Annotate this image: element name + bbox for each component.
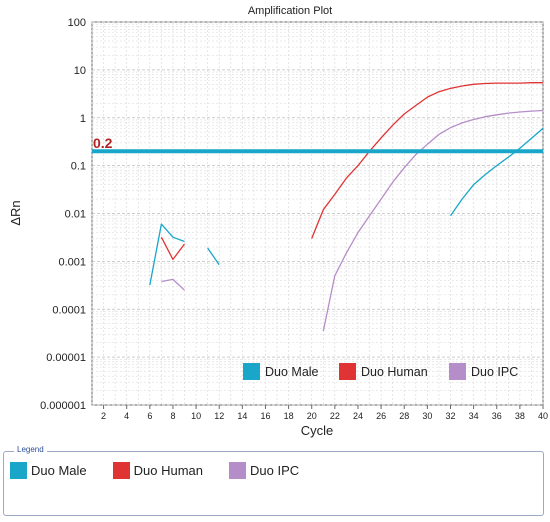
x-tick-label: 24: [353, 411, 363, 421]
legend-panel: Legend Duo Male Duo Human Duo IPC: [3, 445, 544, 516]
x-axis-ticks: 2 4 6 8 10 12 14 16 18 20 22 24 26 28 30 32 34 36 38 40: [101, 405, 548, 421]
x-tick-label: 18: [284, 411, 294, 421]
x-tick-label: 32: [445, 411, 455, 421]
x-tick-label: 22: [330, 411, 340, 421]
legend-label-duo-human: Duo Human: [133, 463, 204, 478]
y-tick-label: 0.00001: [46, 352, 86, 364]
amplification-plot: Amplification Plot 0.000001 0.00001 0.0001…: [8, 5, 548, 438]
legend-item-duo-ipc[interactable]: Duo IPC: [229, 462, 299, 479]
legend-swatch-duo-male: [10, 462, 27, 479]
y-axis-ticks: 0.000001 0.00001 0.0001 0.001 0.01 0.1 1 10 100: [40, 17, 86, 412]
x-tick-label: 34: [469, 411, 479, 421]
chart-title: Amplification Plot: [248, 5, 332, 17]
x-tick-label: 2: [101, 411, 106, 421]
x-axis-label: Cycle: [301, 423, 334, 438]
x-tick-label: 20: [307, 411, 317, 421]
x-tick-label: 4: [124, 411, 129, 421]
y-tick-label: 10: [74, 65, 86, 77]
inplot-legend-swatch-duo-male: [243, 363, 260, 380]
x-tick-label: 8: [170, 411, 175, 421]
inplot-legend-swatch-duo-ipc: [449, 363, 466, 380]
x-tick-label: 12: [214, 411, 224, 421]
x-tick-label: 16: [260, 411, 270, 421]
series-line-duo-ipc: [322, 109, 544, 332]
major-grid: [92, 21, 543, 406]
x-tick-label: 28: [399, 411, 409, 421]
x-tick-label: 30: [422, 411, 432, 421]
y-axis-label: ΔRn: [8, 200, 23, 225]
series-line-duo-male: [149, 223, 185, 286]
legend-item-duo-male[interactable]: Duo Male: [10, 462, 87, 479]
series-line-duo-male: [207, 247, 220, 266]
y-tick-label: 100: [68, 17, 86, 29]
x-tick-label: 40: [538, 411, 548, 421]
y-tick-label: 0.0001: [52, 304, 86, 316]
y-tick-label: 1: [80, 113, 86, 125]
inplot-legend-label-duo-human: Duo Human: [361, 365, 428, 379]
series-line-duo-human: [160, 236, 186, 261]
y-tick-label: 0.001: [58, 256, 86, 268]
legend-swatch-duo-human: [112, 462, 130, 479]
legend-panel-title: Legend: [14, 445, 47, 454]
x-tick-label: 38: [515, 411, 525, 421]
x-tick-label: 6: [147, 411, 152, 421]
series-line-duo-ipc: [161, 278, 185, 291]
y-tick-label: 0.01: [65, 209, 86, 221]
series-line-duo-human: [311, 82, 543, 239]
inplot-legend-swatch-duo-human: [339, 363, 356, 380]
legend-label-duo-male: Duo Male: [31, 463, 87, 478]
x-tick-label: 14: [237, 411, 247, 421]
series-line-duo-male: [449, 127, 544, 217]
inplot-legend-label-duo-male: Duo Male: [265, 365, 319, 379]
x-tick-label: 26: [376, 411, 386, 421]
y-tick-label: 0.000001: [40, 400, 86, 412]
x-tick-label: 36: [492, 411, 502, 421]
legend-panel-items: Duo Male Duo Human Duo IPC: [10, 462, 325, 479]
y-tick-label: 0.1: [71, 161, 86, 173]
series-layer: [149, 82, 544, 332]
legend-swatch-duo-ipc: [229, 462, 247, 479]
x-tick-label: 10: [191, 411, 201, 421]
legend-label-duo-ipc: Duo IPC: [250, 463, 300, 478]
threshold-label: 0.2: [93, 135, 113, 151]
inplot-legend: Duo Male Duo Human Duo IPC: [243, 363, 518, 380]
inplot-legend-label-duo-ipc: Duo IPC: [471, 365, 518, 379]
legend-item-duo-human[interactable]: Duo Human: [112, 462, 204, 479]
